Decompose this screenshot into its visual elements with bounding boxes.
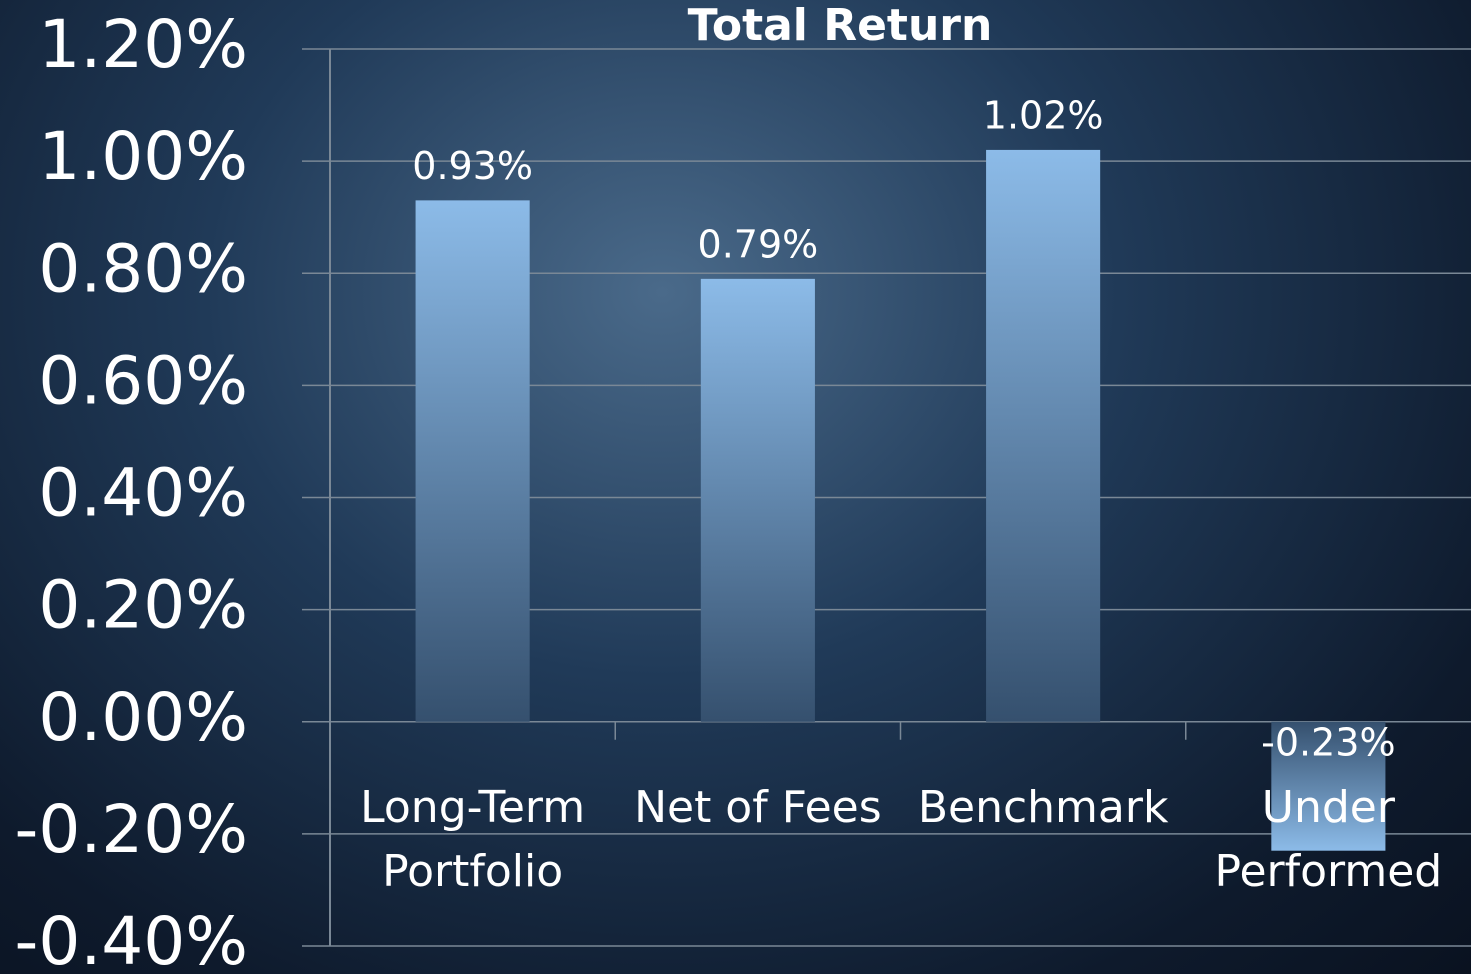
x-tick-label: Benchmark	[917, 781, 1169, 833]
y-tick-label: 1.00%	[38, 118, 248, 195]
data-label: 0.93%	[412, 144, 533, 188]
y-tick-label: 0.40%	[38, 455, 248, 532]
y-tick-label: -0.20%	[15, 791, 248, 868]
bar	[986, 149, 1101, 722]
x-tick-label: Under Performed	[1214, 781, 1443, 897]
bar	[700, 278, 815, 722]
y-tick-label: 0.80%	[38, 230, 248, 307]
x-tick-label: Long-Term Portfolio	[360, 781, 586, 897]
y-tick-label: -0.40%	[15, 903, 248, 974]
x-tick-label: Net of Fees	[634, 781, 882, 833]
bar	[415, 200, 530, 722]
y-tick-label: 0.20%	[38, 567, 248, 644]
y-tick-label: 0.00%	[38, 679, 248, 756]
data-label: 1.02%	[983, 93, 1104, 137]
data-label: -0.23%	[1261, 720, 1395, 764]
data-label: 0.79%	[698, 222, 819, 266]
chart-title: Total Return	[688, 0, 993, 51]
y-tick-label: 1.20%	[38, 6, 248, 83]
bar	[1271, 721, 1386, 851]
y-tick-label: 0.60%	[38, 342, 248, 419]
